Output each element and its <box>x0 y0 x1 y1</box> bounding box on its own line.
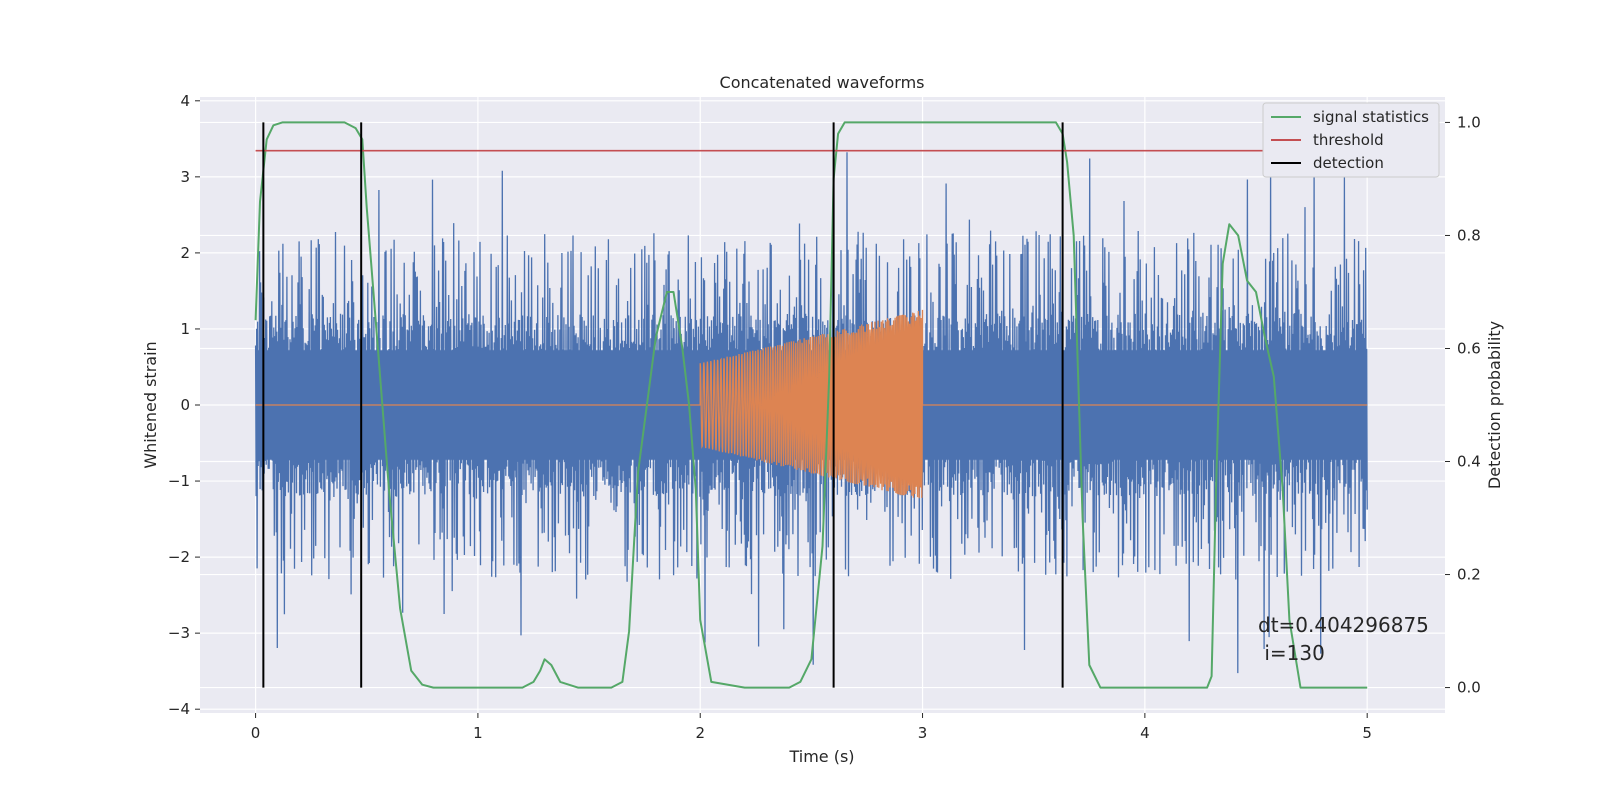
y-right-tick-label: 0.8 <box>1457 226 1481 244</box>
y-axis-label-left: Whitened strain <box>141 341 160 468</box>
y-right-tick-label: 0.0 <box>1457 679 1481 697</box>
y-right-tick-label: 1.0 <box>1457 113 1481 131</box>
legend-label-threshold: threshold <box>1313 131 1384 149</box>
legend-label-signal-statistics: signal statistics <box>1313 108 1429 126</box>
y-left-tick-label: 1 <box>180 320 190 338</box>
x-tick-label: 0 <box>251 724 261 742</box>
legend-box <box>1262 102 1440 178</box>
y-left-tick-label: 3 <box>180 168 190 186</box>
chart-title: Concatenated waveforms <box>720 73 925 92</box>
x-tick-label: 2 <box>695 724 705 742</box>
y-left-tick-label: 4 <box>180 92 190 110</box>
x-tick-label: 4 <box>1140 724 1150 742</box>
axis-ticks: 0 1 2 3 4 5 −4 −3 −2 −1 0 1 2 3 4 0.0 0.2 0.4 0.6 0.8 1.0 <box>168 92 1481 742</box>
signal-statistics-line <box>254 121 1368 689</box>
y-right-tick-label: 0.4 <box>1457 453 1481 471</box>
detection-series <box>262 122 1064 688</box>
y-left-tick-label: −4 <box>168 700 190 718</box>
injected-signal-line <box>255 309 1368 499</box>
x-tick-label: 5 <box>1362 724 1372 742</box>
legend: signal statistics threshold detection <box>1262 102 1440 178</box>
x-axis-label: Time (s) <box>788 747 854 766</box>
y-left-tick-label: −3 <box>168 624 190 642</box>
y-left-tick-label: −2 <box>168 548 190 566</box>
signal-statistics-series <box>254 121 1368 689</box>
annotation-dt: dt=0.404296875 <box>1258 613 1429 637</box>
y-left-tick-label: 2 <box>180 244 190 262</box>
y-left-tick-label: −1 <box>168 472 190 490</box>
y-right-tick-label: 0.6 <box>1457 339 1481 357</box>
x-tick-label: 3 <box>918 724 928 742</box>
x-tick-label: 1 <box>473 724 483 742</box>
legend-label-detection: detection <box>1313 154 1384 172</box>
y-axis-label-right: Detection probability <box>1485 321 1504 489</box>
y-right-tick-label: 0.2 <box>1457 566 1481 584</box>
annotation-i: i=130 <box>1258 641 1325 665</box>
y-left-tick-label: 0 <box>180 396 190 414</box>
injected-signal-series <box>255 309 1368 499</box>
